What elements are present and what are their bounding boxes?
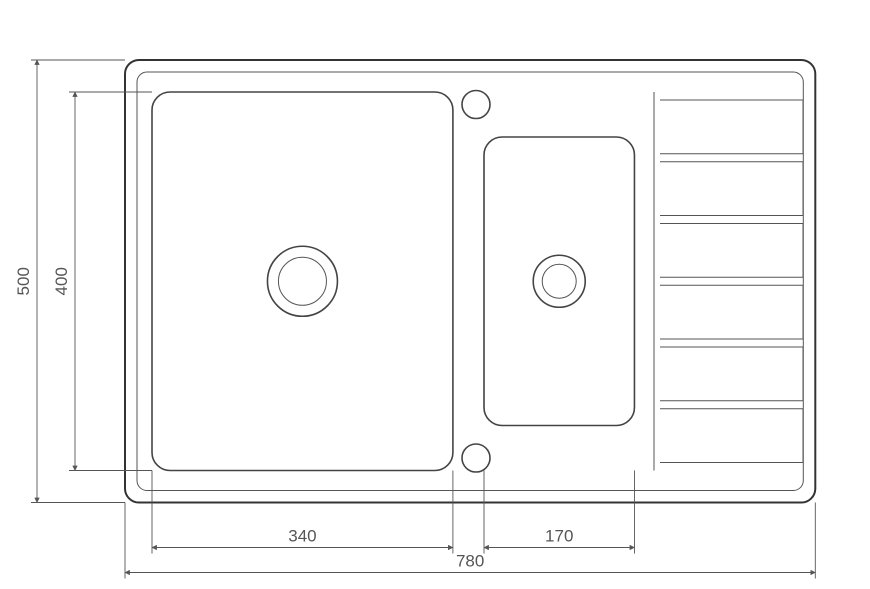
inner-frame bbox=[137, 72, 803, 491]
dim-label: 780 bbox=[456, 552, 484, 571]
second-drain-inner bbox=[542, 264, 576, 298]
drainboard-ridge bbox=[660, 162, 803, 216]
second-drain-outer bbox=[533, 255, 585, 307]
dim-label: 500 bbox=[14, 267, 33, 295]
main-drain-inner bbox=[278, 257, 326, 305]
drainboard-ridge bbox=[660, 409, 803, 463]
drainboard-ridge bbox=[660, 100, 803, 154]
tap-hole-bottom bbox=[462, 444, 490, 472]
dim-label: 170 bbox=[545, 527, 573, 546]
tap-hole-top bbox=[462, 91, 490, 119]
outer-rim bbox=[125, 60, 815, 503]
dim-label: 340 bbox=[288, 527, 316, 546]
second-bowl bbox=[484, 137, 634, 426]
drainboard-ridge bbox=[660, 347, 803, 401]
dim-label: 400 bbox=[52, 267, 71, 295]
drainboard-ridge bbox=[660, 285, 803, 339]
main-bowl bbox=[152, 92, 453, 471]
sink-drawing: 340 170 780 500 400 bbox=[0, 0, 870, 589]
drainboard-ridge bbox=[660, 224, 803, 278]
